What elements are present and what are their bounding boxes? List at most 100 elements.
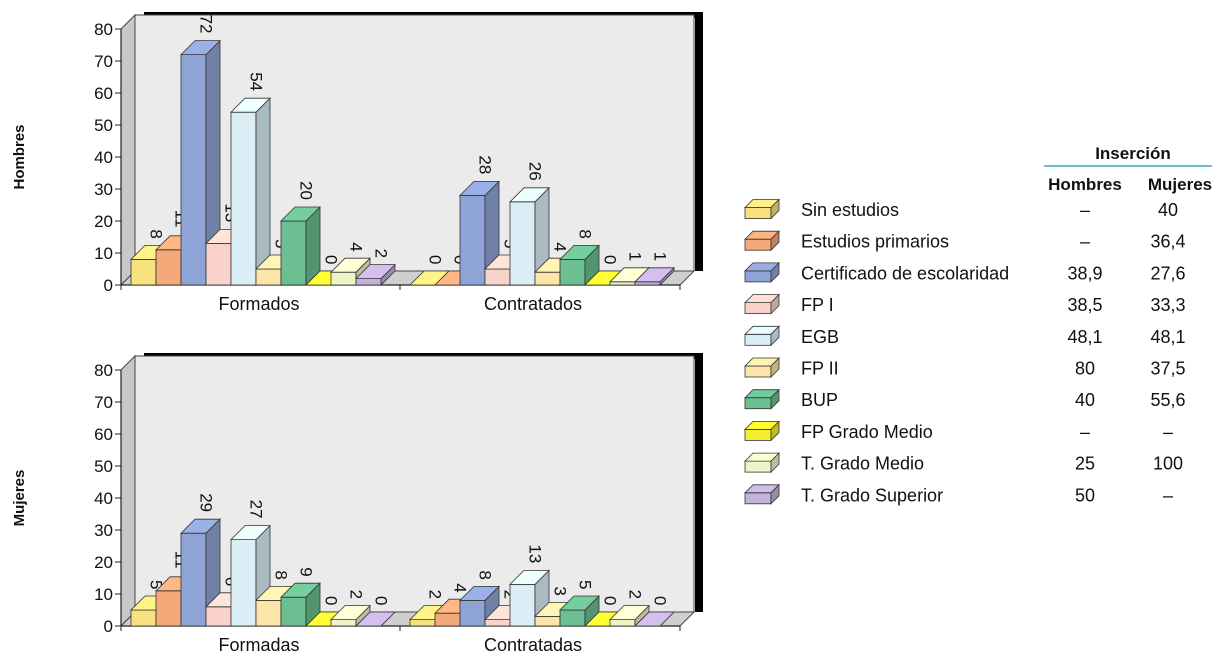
data-label: 13: [526, 544, 545, 563]
y-tick-label: 30: [94, 180, 113, 199]
legend-item-t-grado-medio: T. Grado Medio: [745, 453, 924, 474]
table-cell-mujeres: 37,5: [1150, 359, 1185, 379]
table-cell-mujeres: 27,6: [1150, 263, 1185, 283]
legend-label: Sin estudios: [801, 200, 899, 220]
legend-item-fp-grado-medio: FP Grado Medio: [745, 421, 933, 442]
table-cell-hombres: –: [1080, 200, 1090, 220]
frame-shadow-right: [695, 353, 703, 612]
data-label: 2: [626, 590, 645, 599]
bar-front: [256, 269, 281, 285]
legend-swatch-front: [745, 398, 771, 409]
legend-item-t-grado-superior: T. Grado Superior: [745, 485, 943, 506]
table-cell-hombres: –: [1080, 422, 1090, 442]
data-label: 27: [247, 500, 266, 519]
bar-front: [485, 269, 510, 285]
frame-shadow-right: [695, 12, 703, 271]
table-row: 25 100: [1075, 454, 1183, 474]
data-label: 28: [476, 155, 495, 174]
column-header-mujeres: Mujeres: [1148, 175, 1212, 194]
legend-item-fp-i: FP I: [745, 295, 834, 316]
y-tick-label: 80: [94, 20, 113, 39]
table-row: 80 37,5: [1075, 359, 1186, 379]
legend-item-estudios-primarios: Estudios primarios: [745, 231, 949, 252]
table-row: 40 55,6: [1075, 390, 1186, 410]
table-cell-hombres: 80: [1075, 359, 1095, 379]
legend-label: FP Grado Medio: [801, 422, 933, 442]
row-label-mujeres: Mujeres: [11, 470, 28, 527]
table-cell-mujeres: 40: [1158, 200, 1178, 220]
side-wall: [121, 15, 135, 285]
y-tick-label: 20: [94, 553, 113, 572]
insercion-table: Inserción Hombres Mujeres – 40 – 36,4 38,9 27…: [1044, 144, 1212, 505]
bar-front: [281, 221, 306, 285]
bar-egb: [231, 98, 270, 285]
data-label: 72: [197, 15, 216, 34]
data-label: 1: [651, 252, 670, 261]
y-tick-label: 70: [94, 393, 113, 412]
data-label: 20: [297, 181, 316, 200]
table-cell-hombres: 50: [1075, 485, 1095, 505]
legend-label: T. Grado Superior: [801, 485, 943, 505]
bar-front: [156, 250, 181, 285]
legend-swatch-front: [745, 366, 771, 377]
table-row: 38,5 33,3: [1067, 295, 1185, 315]
data-label: 3: [551, 586, 570, 595]
table-cell-mujeres: 48,1: [1150, 327, 1185, 347]
bar-front: [181, 55, 206, 285]
data-label: 29: [197, 493, 216, 512]
bar-front: [535, 616, 560, 626]
table-cell-mujeres: 55,6: [1150, 390, 1185, 410]
data-label: 9: [297, 567, 316, 576]
table-cell-hombres: 38,5: [1067, 295, 1102, 315]
data-label: 0: [601, 596, 620, 605]
bar-front: [485, 620, 510, 626]
table-header: Inserción: [1095, 144, 1171, 163]
legend: Sin estudios Estudios primarios Certificad…: [745, 200, 1009, 506]
table-row: 50 –: [1075, 485, 1173, 505]
data-label: 54: [247, 72, 266, 91]
y-tick-label: 60: [94, 425, 113, 444]
data-label: 8: [576, 229, 595, 238]
table-row: 48,1 48,1: [1067, 327, 1185, 347]
data-label: 8: [147, 229, 166, 238]
y-tick-label: 0: [104, 617, 113, 636]
bar-front: [410, 620, 435, 626]
data-label: 4: [551, 242, 570, 251]
side-wall: [121, 356, 135, 626]
column-header-hombres: Hombres: [1048, 175, 1122, 194]
legend-swatch-front: [745, 334, 771, 345]
category-label: Formadas: [218, 635, 299, 651]
legend-item-certificado-de-escolaridad: Certificado de escolaridad: [745, 263, 1009, 284]
bar-front: [231, 540, 256, 626]
data-label: 0: [426, 255, 445, 264]
data-label: 0: [651, 596, 670, 605]
y-tick-label: 40: [94, 489, 113, 508]
bar-front: [535, 272, 560, 285]
data-label: 0: [322, 255, 341, 264]
bar-front: [131, 259, 156, 285]
y-tick-label: 50: [94, 116, 113, 135]
legend-label: Estudios primarios: [801, 232, 949, 252]
category-label: Contratados: [484, 294, 582, 314]
data-label: 2: [347, 590, 366, 599]
table-cell-hombres: –: [1080, 232, 1090, 252]
data-label: 0: [322, 596, 341, 605]
legend-label: BUP: [801, 390, 838, 410]
bar-front: [560, 259, 585, 285]
y-tick-label: 20: [94, 212, 113, 231]
legend-label: T. Grado Medio: [801, 454, 924, 474]
y-tick-label: 50: [94, 457, 113, 476]
table-body: – 40 – 36,4 38,9 27,6 38,5 33,3 48,1 48,1 80 37,5 40…: [1067, 200, 1185, 505]
data-label: 8: [476, 570, 495, 579]
bar-front: [181, 533, 206, 626]
bar-front: [206, 607, 231, 626]
bar-front: [331, 620, 356, 626]
data-label: 8: [272, 570, 291, 579]
legend-label: FP II: [801, 359, 839, 379]
data-label: 5: [576, 580, 595, 589]
bar-front: [231, 112, 256, 285]
legend-swatch-front: [745, 303, 771, 314]
data-label: 2: [426, 590, 445, 599]
